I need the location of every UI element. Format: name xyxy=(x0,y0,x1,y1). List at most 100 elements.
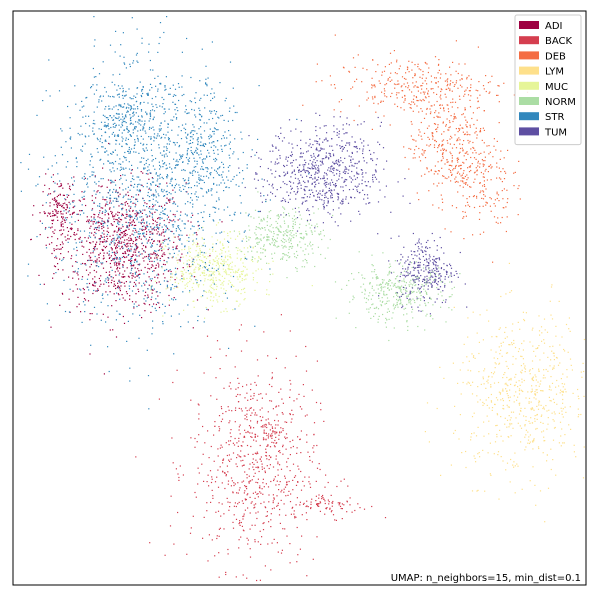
point xyxy=(134,251,137,253)
point xyxy=(150,298,152,301)
point xyxy=(557,364,560,366)
point xyxy=(379,283,382,285)
point xyxy=(284,222,286,224)
point xyxy=(307,253,310,255)
point xyxy=(263,236,265,238)
point xyxy=(189,139,191,141)
point xyxy=(562,442,564,444)
point xyxy=(389,52,392,54)
point xyxy=(138,251,140,253)
point xyxy=(188,248,190,250)
point xyxy=(95,281,97,284)
point xyxy=(538,400,540,402)
point xyxy=(110,255,112,257)
point xyxy=(51,242,53,244)
point xyxy=(172,213,174,216)
point xyxy=(152,181,155,183)
point xyxy=(563,442,565,444)
point xyxy=(313,445,315,447)
point xyxy=(195,92,197,94)
point xyxy=(181,271,184,273)
point xyxy=(55,214,57,216)
point xyxy=(141,212,143,214)
point xyxy=(106,233,109,236)
point xyxy=(385,302,388,304)
point xyxy=(482,376,484,378)
point xyxy=(223,513,225,515)
point xyxy=(289,396,291,398)
point xyxy=(226,310,228,313)
point xyxy=(532,345,534,347)
point xyxy=(228,454,230,456)
point xyxy=(138,270,140,272)
point xyxy=(244,256,246,258)
point xyxy=(432,318,434,320)
point xyxy=(163,280,165,282)
point xyxy=(462,150,464,152)
point xyxy=(512,355,514,358)
point xyxy=(452,98,454,100)
point xyxy=(546,454,548,456)
point xyxy=(543,406,545,408)
point xyxy=(478,218,481,220)
point xyxy=(583,395,585,397)
point xyxy=(116,225,118,228)
point xyxy=(484,160,486,162)
point xyxy=(496,413,498,415)
point xyxy=(171,298,173,300)
point xyxy=(151,228,153,230)
point xyxy=(112,119,114,121)
point xyxy=(577,416,579,418)
point xyxy=(135,215,137,217)
point xyxy=(196,279,199,281)
point xyxy=(546,460,548,462)
point xyxy=(211,539,213,541)
point xyxy=(212,277,214,279)
point xyxy=(538,447,540,450)
point xyxy=(101,185,103,187)
point xyxy=(505,469,507,471)
point xyxy=(438,275,440,277)
point xyxy=(377,308,380,310)
point xyxy=(228,264,230,266)
point xyxy=(162,191,164,193)
point xyxy=(446,88,448,90)
point xyxy=(414,103,416,105)
point xyxy=(91,171,93,173)
point xyxy=(79,230,82,232)
point xyxy=(306,519,308,521)
point xyxy=(228,266,230,268)
point xyxy=(462,131,464,133)
point xyxy=(130,216,133,218)
point xyxy=(466,126,468,128)
point xyxy=(540,380,542,382)
point xyxy=(197,252,199,254)
point xyxy=(250,426,252,428)
point xyxy=(126,111,128,113)
point xyxy=(246,416,248,418)
point xyxy=(118,143,121,145)
point xyxy=(200,259,202,262)
point xyxy=(61,220,63,222)
point xyxy=(490,372,493,374)
point xyxy=(210,445,212,448)
point xyxy=(271,253,273,255)
point xyxy=(473,181,475,183)
point xyxy=(97,226,99,228)
point xyxy=(170,288,172,290)
point xyxy=(213,289,215,291)
point xyxy=(424,91,426,93)
point xyxy=(453,85,455,87)
point xyxy=(71,265,74,267)
point xyxy=(192,264,194,266)
point xyxy=(388,63,390,65)
point xyxy=(94,282,96,284)
point xyxy=(113,259,116,261)
point xyxy=(463,95,465,97)
point xyxy=(220,444,222,446)
point xyxy=(332,514,335,516)
point xyxy=(467,177,469,179)
point xyxy=(197,263,199,265)
point xyxy=(399,288,401,290)
point xyxy=(491,166,493,168)
